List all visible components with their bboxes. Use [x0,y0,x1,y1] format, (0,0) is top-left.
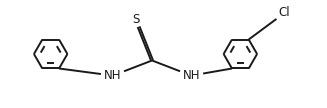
Text: S: S [132,13,139,26]
Text: Cl: Cl [279,6,290,19]
Text: NH: NH [182,69,200,82]
Text: NH: NH [104,69,122,82]
